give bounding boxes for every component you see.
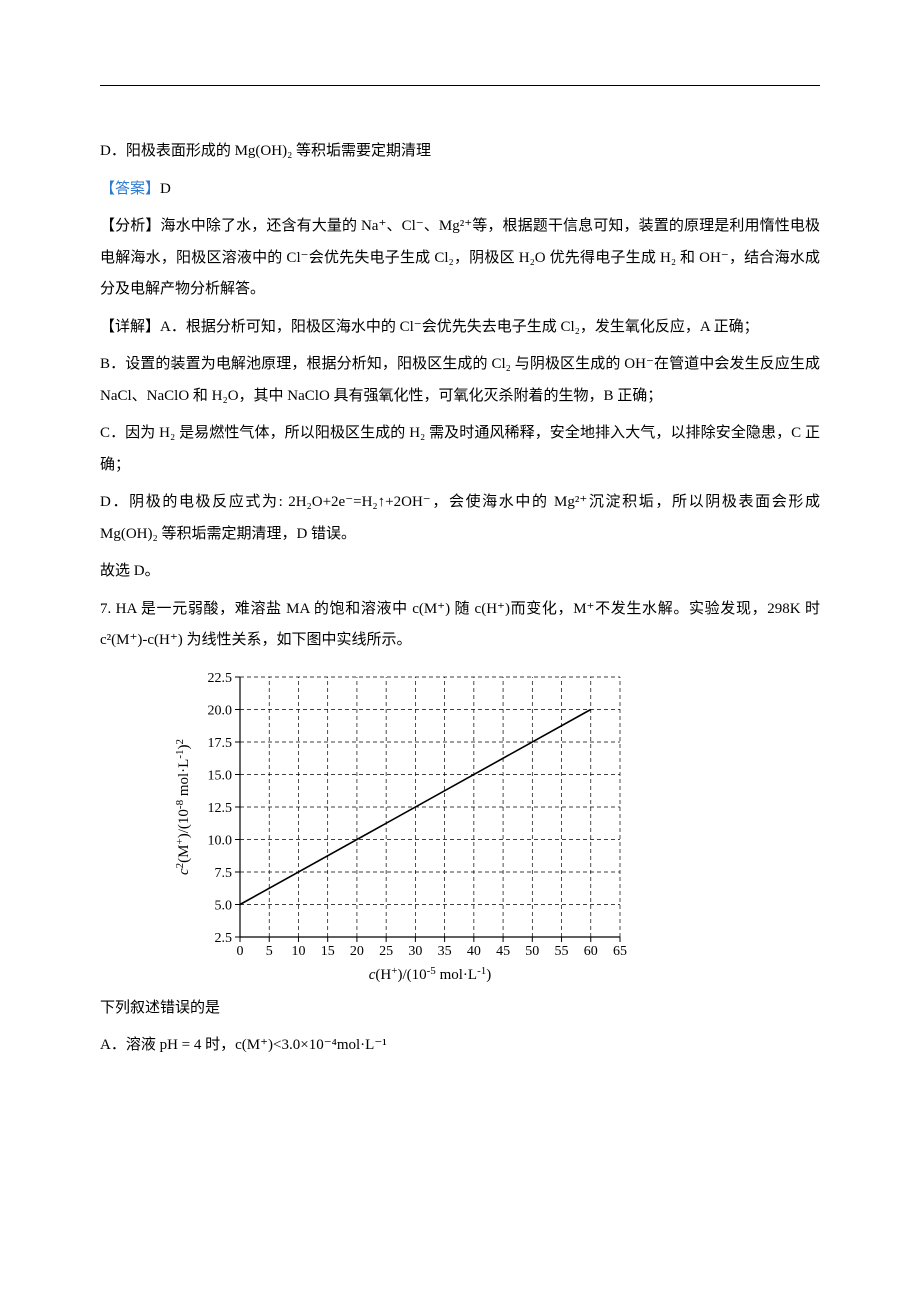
analysis-body: 海水中除了水，还含有大量的 Na⁺、Cl⁻、Mg²⁺等，根据题干信息可知，装置的…	[100, 218, 820, 297]
chart-svg: 0 5 10 15 20 25 30 35 40 45 50 55 60 65 2.5 5.0 7.5 10.0 1…	[170, 667, 630, 987]
svg-text:40: 40	[467, 944, 481, 959]
svg-text:5.0: 5.0	[215, 898, 233, 913]
analysis: 【分析】海水中除了水，还含有大量的 Na⁺、Cl⁻、Mg²⁺等，根据题干信息可知…	[100, 211, 820, 306]
svg-text:50: 50	[525, 944, 539, 959]
chart-q7: 0 5 10 15 20 25 30 35 40 45 50 55 60 65 2.5 5.0 7.5 10.0 1…	[170, 667, 630, 987]
detail-b: B．设置的装置为电解池原理，根据分析知，阳极区生成的 Cl₂ 与阴极区生成的 O…	[100, 349, 820, 412]
answer-line: 【答案】D	[100, 174, 820, 206]
detail-c: C．因为 H₂ 是易燃性气体，所以阳极区生成的 H₂ 需及时通风稀释，安全地排入…	[100, 418, 820, 481]
svg-text:0: 0	[237, 944, 244, 959]
q7-after-chart: 下列叙述错误的是	[100, 993, 820, 1025]
svg-text:c(H+)/(10-5 mol·L-1): c(H+)/(10-5 mol·L-1)	[369, 965, 491, 983]
q7-option-a: A．溶液 pH = 4 时，c(M⁺)<3.0×10⁻⁴mol·L⁻¹	[100, 1030, 820, 1062]
svg-text:25: 25	[379, 944, 393, 959]
svg-text:2.5: 2.5	[215, 931, 233, 946]
svg-text:15: 15	[321, 944, 335, 959]
svg-text:22.5: 22.5	[208, 671, 233, 686]
svg-text:7.5: 7.5	[215, 866, 233, 881]
detail-a: 【详解】A．根据分析可知，阳极区海水中的 Cl⁻会优先失去电子生成 Cl₂，发生…	[100, 312, 820, 344]
q7-stem: 7. HA 是一元弱酸，难溶盐 MA 的饱和溶液中 c(M⁺) 随 c(H⁺)而…	[100, 594, 820, 657]
detail-label: 【详解】	[100, 319, 160, 335]
detail-a-body: A．根据分析可知，阳极区海水中的 Cl⁻会优先失去电子生成 Cl₂，发生氧化反应…	[160, 319, 759, 335]
analysis-label: 【分析】	[100, 218, 161, 234]
svg-text:65: 65	[613, 944, 627, 959]
detail-d: D．阴极的电极反应式为: 2H₂O+2e⁻=H₂↑+2OH⁻，会使海水中的 Mg…	[100, 487, 820, 550]
svg-text:5: 5	[266, 944, 273, 959]
svg-text:12.5: 12.5	[208, 801, 233, 816]
conclusion: 故选 D。	[100, 556, 820, 588]
answer-label: 【答案】	[100, 181, 160, 197]
svg-text:15.0: 15.0	[208, 768, 233, 783]
page-divider	[100, 85, 820, 86]
svg-text:35: 35	[438, 944, 452, 959]
svg-text:60: 60	[584, 944, 598, 959]
option-d: D．阳极表面形成的 Mg(OH)₂ 等积垢需要定期清理	[100, 136, 820, 168]
svg-text:17.5: 17.5	[208, 736, 233, 751]
svg-text:20.0: 20.0	[208, 703, 233, 718]
svg-text:55: 55	[555, 944, 569, 959]
svg-text:10.0: 10.0	[208, 833, 233, 848]
svg-text:20: 20	[350, 944, 364, 959]
svg-text:30: 30	[408, 944, 422, 959]
svg-text:10: 10	[291, 944, 305, 959]
svg-text:c2(M+)/(10-8 mol·L-1)2: c2(M+)/(10-8 mol·L-1)2	[174, 739, 192, 875]
answer-value: D	[160, 181, 171, 197]
svg-text:45: 45	[496, 944, 510, 959]
